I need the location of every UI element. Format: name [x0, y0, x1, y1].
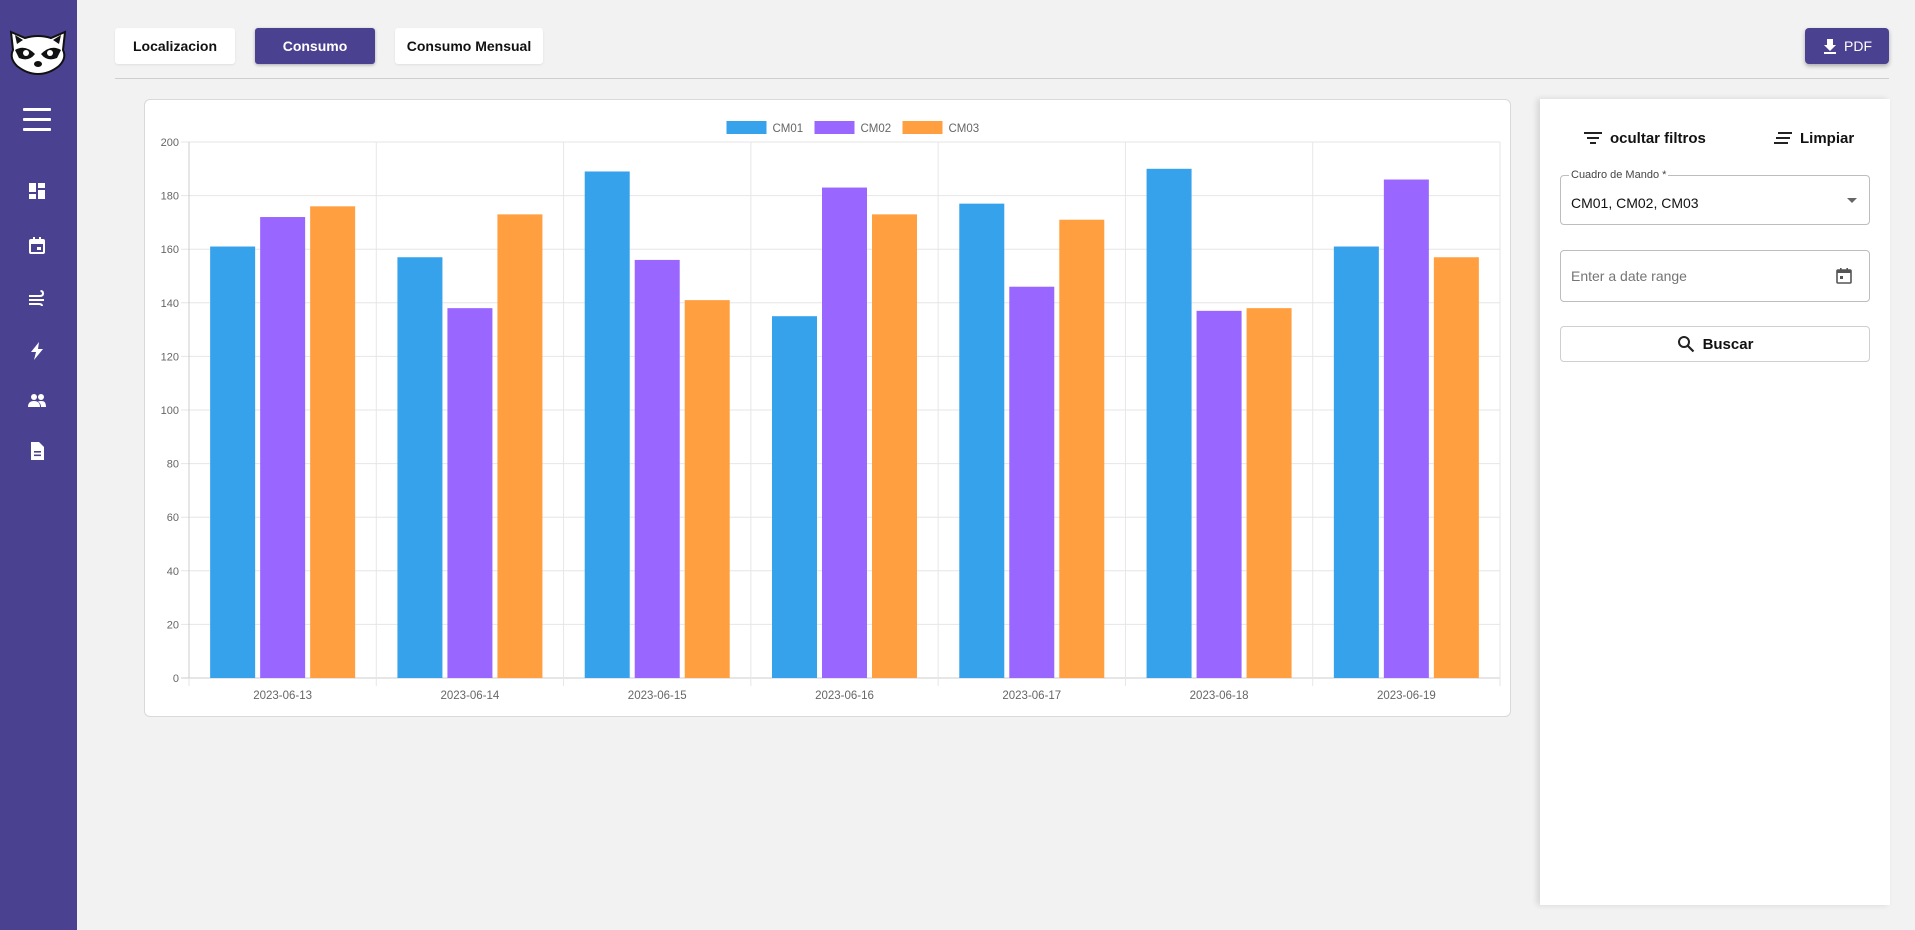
y-tick-label: 180	[161, 191, 179, 203]
search-button[interactable]: Buscar	[1560, 326, 1870, 362]
y-tick-label: 160	[161, 244, 179, 256]
people-icon[interactable]	[27, 391, 47, 411]
bar-cm03	[684, 300, 730, 678]
y-tick-label: 20	[167, 619, 179, 631]
legend-label: CM01	[773, 123, 804, 135]
bar-cm01	[584, 171, 630, 678]
download-icon	[1824, 39, 1836, 54]
x-tick-label: 2023-06-14	[441, 690, 500, 702]
x-tick-label: 2023-06-18	[1190, 690, 1249, 702]
tab-localizacion[interactable]: Localizacion	[115, 28, 235, 64]
sidebar	[0, 0, 77, 930]
x-tick-label: 2023-06-19	[1377, 690, 1436, 702]
legend-label: CM02	[861, 123, 892, 135]
bolt-icon[interactable]	[27, 341, 47, 361]
x-tick-label: 2023-06-16	[815, 690, 874, 702]
calendar-icon[interactable]	[27, 236, 47, 256]
bar-cm03	[872, 214, 917, 679]
calendar-picker-icon[interactable]	[1835, 267, 1853, 285]
bar-cm03	[1433, 257, 1479, 678]
wind-icon[interactable]	[27, 289, 47, 309]
x-tick-label: 2023-06-13	[253, 690, 312, 702]
clear-filters-button[interactable]: Limpiar	[1774, 127, 1854, 149]
bar-cm02	[447, 308, 493, 678]
hide-filters-label: ocultar filtros	[1610, 129, 1706, 147]
bar-cm01	[397, 257, 443, 678]
clear-all-icon	[1774, 132, 1792, 144]
pdf-button-label: PDF	[1844, 38, 1872, 54]
bar-cm01	[772, 316, 817, 678]
hide-filters-button[interactable]: ocultar filtros	[1584, 127, 1706, 149]
raccoon-logo-icon	[9, 30, 67, 76]
y-tick-label: 120	[161, 351, 179, 363]
tab-consumo[interactable]: Consumo	[255, 28, 375, 64]
chevron-down-icon	[1847, 198, 1857, 203]
consumption-bar-chart: 0 20 40 60 80 100 120 140 160 180 200 2023-06-13 202…	[161, 121, 1501, 702]
top-divider	[115, 78, 1889, 79]
search-button-label: Buscar	[1702, 335, 1754, 353]
consumption-chart-card: 0 20 40 60 80 100 120 140 160 180 200 2023-06-13 202…	[144, 99, 1511, 717]
x-tick-label: 2023-06-17	[1002, 690, 1061, 702]
legend-swatch	[814, 121, 855, 134]
bar-cm03	[1246, 308, 1292, 678]
y-tick-label: 60	[167, 512, 179, 524]
clear-filters-label: Limpiar	[1800, 129, 1855, 147]
bar-cm02	[1383, 179, 1429, 678]
legend-swatch	[726, 121, 767, 134]
tab-consumo-mensual[interactable]: Consumo Mensual	[395, 28, 543, 64]
legend-swatch	[902, 121, 943, 134]
y-tick-label: 80	[167, 459, 179, 471]
y-tick-label: 40	[167, 566, 179, 578]
y-tick-label: 0	[173, 673, 179, 685]
bar-cm01	[959, 203, 1005, 678]
document-icon[interactable]	[27, 441, 47, 461]
filter-icon	[1584, 132, 1602, 144]
filter-panel: ocultar filtros Limpiar Cuadro de Mando …	[1540, 99, 1890, 905]
bar-cm01	[210, 246, 256, 678]
y-tick-label: 140	[161, 298, 179, 310]
cuadro-de-mando-value: CM01, CM02, CM03	[1571, 195, 1699, 211]
x-tick-label: 2023-06-15	[628, 690, 687, 702]
bar-cm02	[1009, 286, 1055, 678]
legend-label: CM03	[949, 123, 980, 135]
cuadro-de-mando-label: Cuadro de Mando *	[1569, 169, 1669, 181]
bar-cm02	[260, 217, 306, 678]
bar-cm01	[1146, 168, 1192, 679]
bar-cm03	[1059, 219, 1105, 678]
y-tick-label: 200	[161, 137, 179, 149]
menu-toggle-button[interactable]	[23, 108, 51, 134]
pdf-download-button[interactable]: PDF	[1805, 28, 1889, 64]
date-range-input[interactable]	[1571, 268, 1821, 284]
cuadro-de-mando-select[interactable]: Cuadro de Mando * CM01, CM02, CM03	[1560, 169, 1870, 225]
bar-cm02	[634, 259, 680, 678]
search-icon	[1677, 336, 1694, 353]
bar-cm01	[1333, 246, 1379, 678]
date-range-field[interactable]	[1560, 250, 1870, 302]
bar-cm03	[497, 214, 543, 679]
bar-cm02	[822, 187, 867, 678]
bar-cm02	[1196, 310, 1242, 678]
bar-cm03	[310, 206, 356, 678]
dashboard-icon[interactable]	[27, 181, 47, 201]
y-tick-label: 100	[161, 405, 179, 417]
